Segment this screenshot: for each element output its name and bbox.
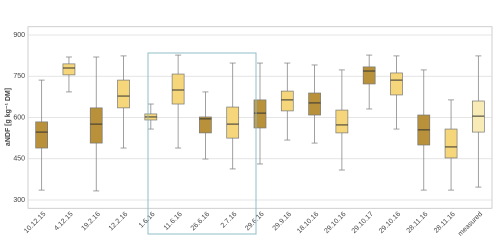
box — [35, 121, 48, 149]
y-tick-label: 300 — [13, 197, 25, 204]
y-axis-label: aNDF [g kg⁻¹ DM] — [5, 88, 12, 146]
x-tick-label: 28.11.16 — [433, 211, 457, 235]
box — [199, 116, 212, 134]
x-tick-label: 18.10.16 — [296, 211, 320, 235]
x-tick-label: 12.2.16 — [108, 211, 130, 233]
box — [226, 106, 240, 139]
x-tick-label: 2.7.16 — [220, 211, 239, 230]
highlight-frame — [147, 52, 257, 235]
y-tick-label: 450 — [13, 156, 25, 163]
x-tick-label: 29.10.17 — [351, 211, 375, 235]
x-tick-label: 4.12.15 — [53, 211, 75, 233]
y-tick-label: 900 — [13, 32, 25, 39]
x-tick-label: 29.10.16 — [378, 211, 402, 235]
x-tick-label: 29.9.16 — [272, 211, 294, 233]
box — [89, 107, 103, 144]
x-tick-label: measured — [457, 211, 484, 237]
box — [390, 72, 403, 96]
box — [253, 99, 267, 129]
box — [308, 92, 321, 116]
box — [171, 73, 185, 105]
x-tick-label: 28.11.16 — [406, 211, 430, 235]
x-tick-label: 10.12.15 — [23, 211, 47, 235]
box — [335, 109, 349, 134]
box — [444, 128, 458, 159]
x-tick-label: 29.10.16 — [323, 211, 347, 235]
box — [117, 79, 130, 109]
box — [362, 66, 376, 85]
box — [280, 90, 294, 112]
x-tick-label: 29.6.16 — [244, 211, 266, 233]
y-tick-label: 750 — [13, 73, 25, 80]
y-tick-label: 600 — [13, 114, 25, 121]
x-tick-label: 1.6.16 — [138, 211, 157, 230]
x-tick-label: 19.2.16 — [80, 211, 102, 233]
x-tick-label: 11.6.16 — [163, 211, 184, 232]
x-tick-label: 26.6.16 — [190, 211, 212, 233]
box — [62, 63, 76, 76]
